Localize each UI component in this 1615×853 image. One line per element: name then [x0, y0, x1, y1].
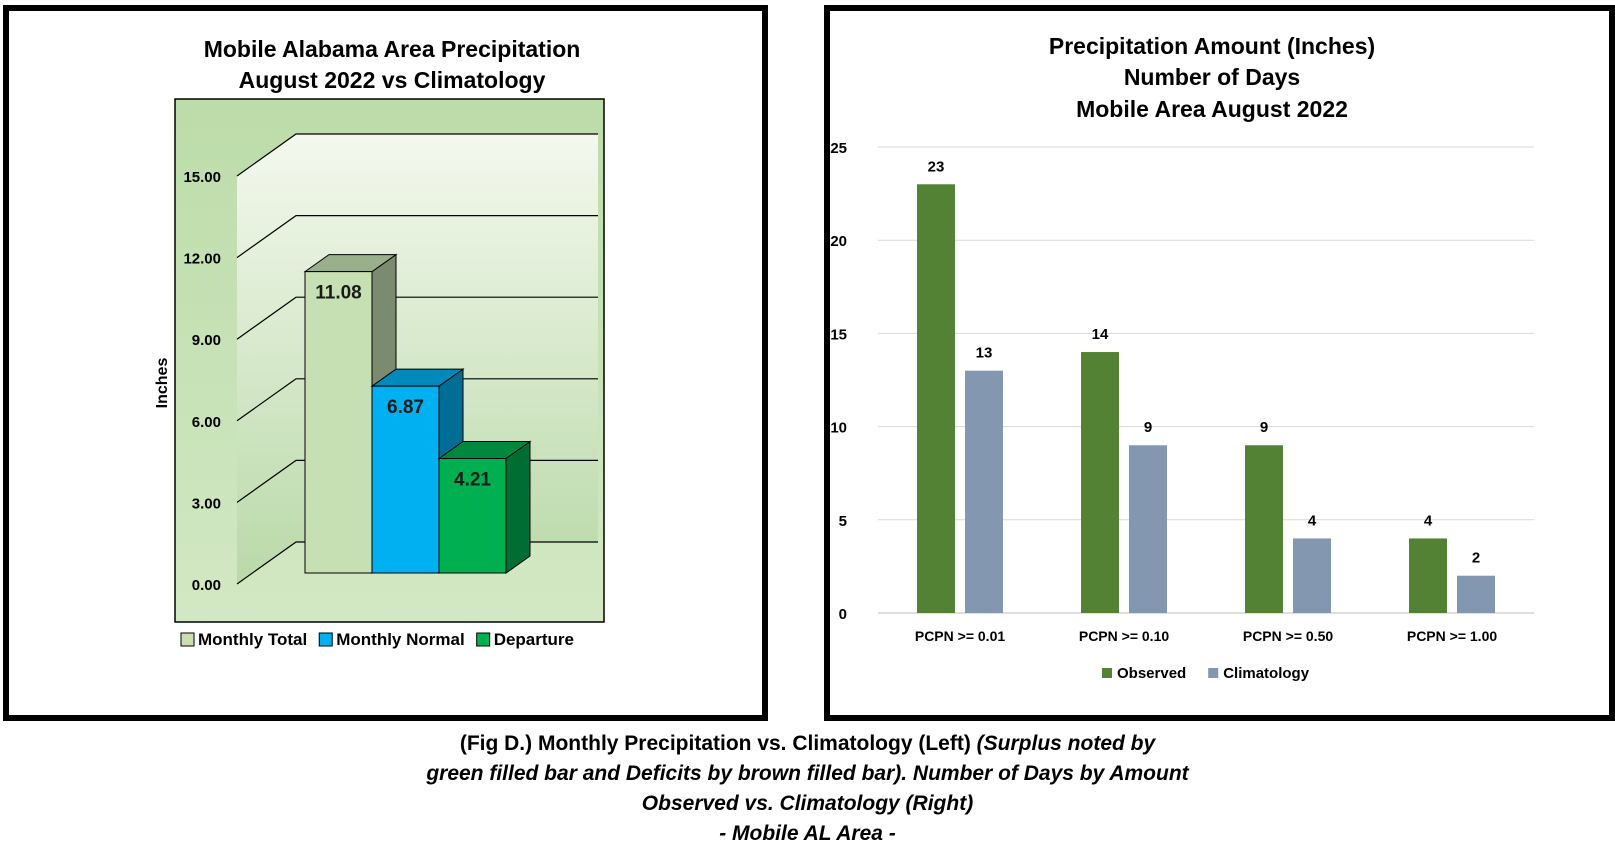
y-tick-label: 9.00 — [192, 332, 221, 349]
x-category-label: PCPN >= 0.10 — [1079, 628, 1169, 644]
right-chart-panel: Precipitation Amount (Inches) Number of … — [824, 5, 1615, 721]
caption-line-3: Observed vs. Climatology (Right) — [0, 789, 1615, 819]
figure-caption: (Fig D.) Monthly Precipitation vs. Clima… — [0, 729, 1615, 849]
left-chart-panel: Mobile Alabama Area Precipitation August… — [3, 5, 768, 721]
caption-line-3-text: Observed vs. Climatology (Right) — [641, 792, 974, 815]
bar-value-label-observed: 14 — [1092, 326, 1109, 343]
bar-value-label-observed: 4 — [1424, 512, 1433, 529]
left-chart-title-line1: Mobile Alabama Area Precipitation — [204, 36, 581, 62]
bar-value-label-observed: 23 — [928, 158, 945, 175]
legend-label-monthly-total: Monthly Total — [198, 630, 307, 649]
caption-line-2: green filled bar and Deficits by brown f… — [0, 759, 1615, 789]
bar-side-face — [505, 440, 531, 574]
legend-swatch-observed — [1102, 668, 1112, 678]
y-tick-label: 15.00 — [183, 169, 221, 186]
legend-swatch-departure — [476, 632, 491, 647]
gridline — [236, 133, 598, 177]
caption-line-4-text: - Mobile AL Area - — [719, 822, 896, 845]
legend-label-observed: Observed — [1117, 665, 1186, 682]
bar-departure: 4.21 — [437, 440, 532, 574]
caption-line-1-plain: (Fig D.) Monthly Precipitation vs. Clima… — [459, 732, 977, 755]
bar-value-label-climatology: 4 — [1308, 512, 1317, 529]
legend-label-climatology: Climatology — [1223, 665, 1309, 682]
bar-climatology — [965, 370, 1003, 613]
bar-value-label: 4.21 — [454, 469, 491, 490]
right-chart-title-line3: Mobile Area August 2022 — [1076, 96, 1348, 122]
bar-value-label-climatology: 2 — [1472, 550, 1480, 567]
legend-swatch-monthly-total — [180, 632, 195, 647]
y-tick-label: 0 — [839, 606, 847, 623]
x-category-label: PCPN >= 1.00 — [1407, 628, 1497, 644]
bar-climatology — [1457, 575, 1495, 613]
bar-front-face — [304, 271, 373, 574]
x-category-label: PCPN >= 0.50 — [1243, 628, 1333, 644]
right-chart-title-line2: Number of Days — [1124, 64, 1300, 90]
bar-observed — [917, 184, 955, 613]
y-tick-label: 5 — [839, 513, 847, 530]
legend-swatch-climatology — [1208, 668, 1219, 678]
x-category-label: PCPN >= 0.01 — [915, 628, 1005, 644]
gridline — [236, 215, 598, 259]
right-chart-title-line1: Precipitation Amount (Inches) — [1049, 33, 1375, 59]
bar-observed — [1245, 445, 1283, 613]
caption-line-1: (Fig D.) Monthly Precipitation vs. Clima… — [0, 729, 1615, 759]
gridline — [236, 296, 598, 340]
bar-value-label-climatology: 9 — [1144, 419, 1152, 436]
bar-climatology — [1129, 445, 1167, 613]
bar-value-label-observed: 9 — [1260, 419, 1268, 436]
bar-value-label: 6.87 — [387, 397, 424, 418]
caption-line-1-italic: (Surplus noted by — [976, 732, 1156, 755]
y-tick-label: 12.00 — [183, 251, 221, 268]
y-axis-label: Inches — [154, 358, 171, 409]
left-chart: Mobile Alabama Area Precipitation August… — [154, 36, 605, 649]
gridline — [236, 378, 598, 422]
right-chart: Precipitation Amount (Inches) Number of … — [830, 33, 1534, 682]
bar-climatology — [1293, 538, 1331, 613]
left-chart-title-line2: August 2022 vs Climatology — [239, 67, 546, 93]
y-tick-label: 10 — [830, 420, 847, 437]
legend-label-monthly-normal: Monthly Normal — [336, 630, 464, 649]
bar-front-face — [438, 457, 507, 574]
y-tick-label: 25 — [830, 140, 847, 157]
caption-line-2-text: green filled bar and Deficits by brown f… — [426, 762, 1189, 785]
bar-front-face — [371, 385, 440, 574]
legend-label-departure: Departure — [494, 630, 574, 649]
bar-observed — [1409, 538, 1447, 613]
legend-swatch-monthly-normal — [318, 632, 333, 647]
y-tick-label: 3.00 — [192, 495, 221, 512]
bar-value-label-climatology: 13 — [976, 345, 993, 362]
y-tick-label: 20 — [830, 233, 847, 250]
y-tick-label: 6.00 — [192, 414, 221, 431]
bar-value-label: 11.08 — [315, 283, 362, 304]
caption-line-4: - Mobile AL Area - — [0, 819, 1615, 849]
bar-observed — [1081, 352, 1119, 613]
y-tick-label: 0.00 — [192, 577, 221, 594]
y-tick-label: 15 — [830, 326, 847, 343]
